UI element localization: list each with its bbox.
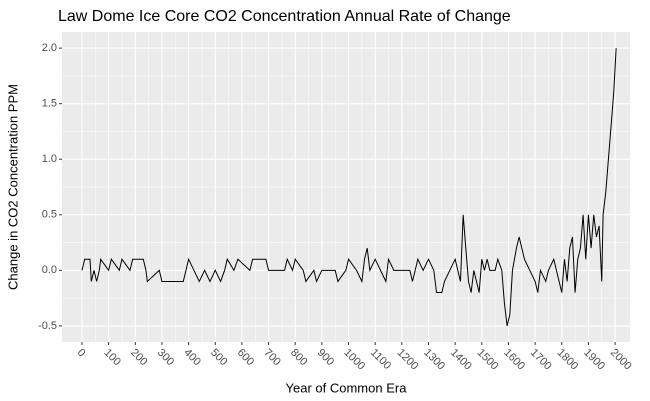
x-tick-label: 2000 (608, 347, 634, 373)
y-axis-title: Change in CO2 Concentration PPM (5, 84, 20, 290)
grid (62, 32, 630, 342)
x-axis-title: Year of Common Era (286, 380, 408, 395)
x-tick-label: 1600 (501, 347, 527, 373)
x-tick-label: 100 (101, 347, 122, 368)
x-tick-label: 800 (288, 347, 309, 368)
x-tick-label: 200 (128, 347, 149, 368)
x-tick-label: 400 (181, 347, 202, 368)
x-tick-label: 1100 (368, 347, 393, 372)
x-tick-label: 700 (261, 347, 282, 368)
x-tick-label: 1700 (528, 347, 554, 373)
chart-title: Law Dome Ice Core CO2 Concentration Annu… (58, 8, 511, 25)
x-tick-label: 1200 (395, 347, 421, 373)
y-tick-label: 1.0 (42, 153, 57, 165)
x-tick-label: 900 (315, 347, 336, 368)
x-tick-label: 600 (235, 347, 256, 368)
y-tick-label: 1.5 (42, 98, 57, 110)
y-tick-label: 0.5 (42, 209, 57, 221)
x-tick-label: 1400 (448, 347, 474, 373)
y-tick-label: 0.0 (42, 264, 57, 276)
x-tick-label: 1000 (341, 347, 367, 373)
y-tick-label: -0.5 (38, 320, 57, 332)
x-tick-label: 500 (208, 347, 229, 368)
y-tick-label: 2.0 (42, 42, 57, 54)
x-tick-label: 0 (75, 347, 88, 360)
x-tick-label: 1900 (581, 347, 607, 373)
marks (81, 48, 617, 327)
x-tick-label: 1300 (421, 347, 447, 373)
x-tick-label: 1500 (475, 347, 501, 373)
x-tick-label: 1800 (555, 347, 581, 373)
x-tick-label: 300 (155, 347, 176, 368)
data-line (81, 48, 617, 327)
